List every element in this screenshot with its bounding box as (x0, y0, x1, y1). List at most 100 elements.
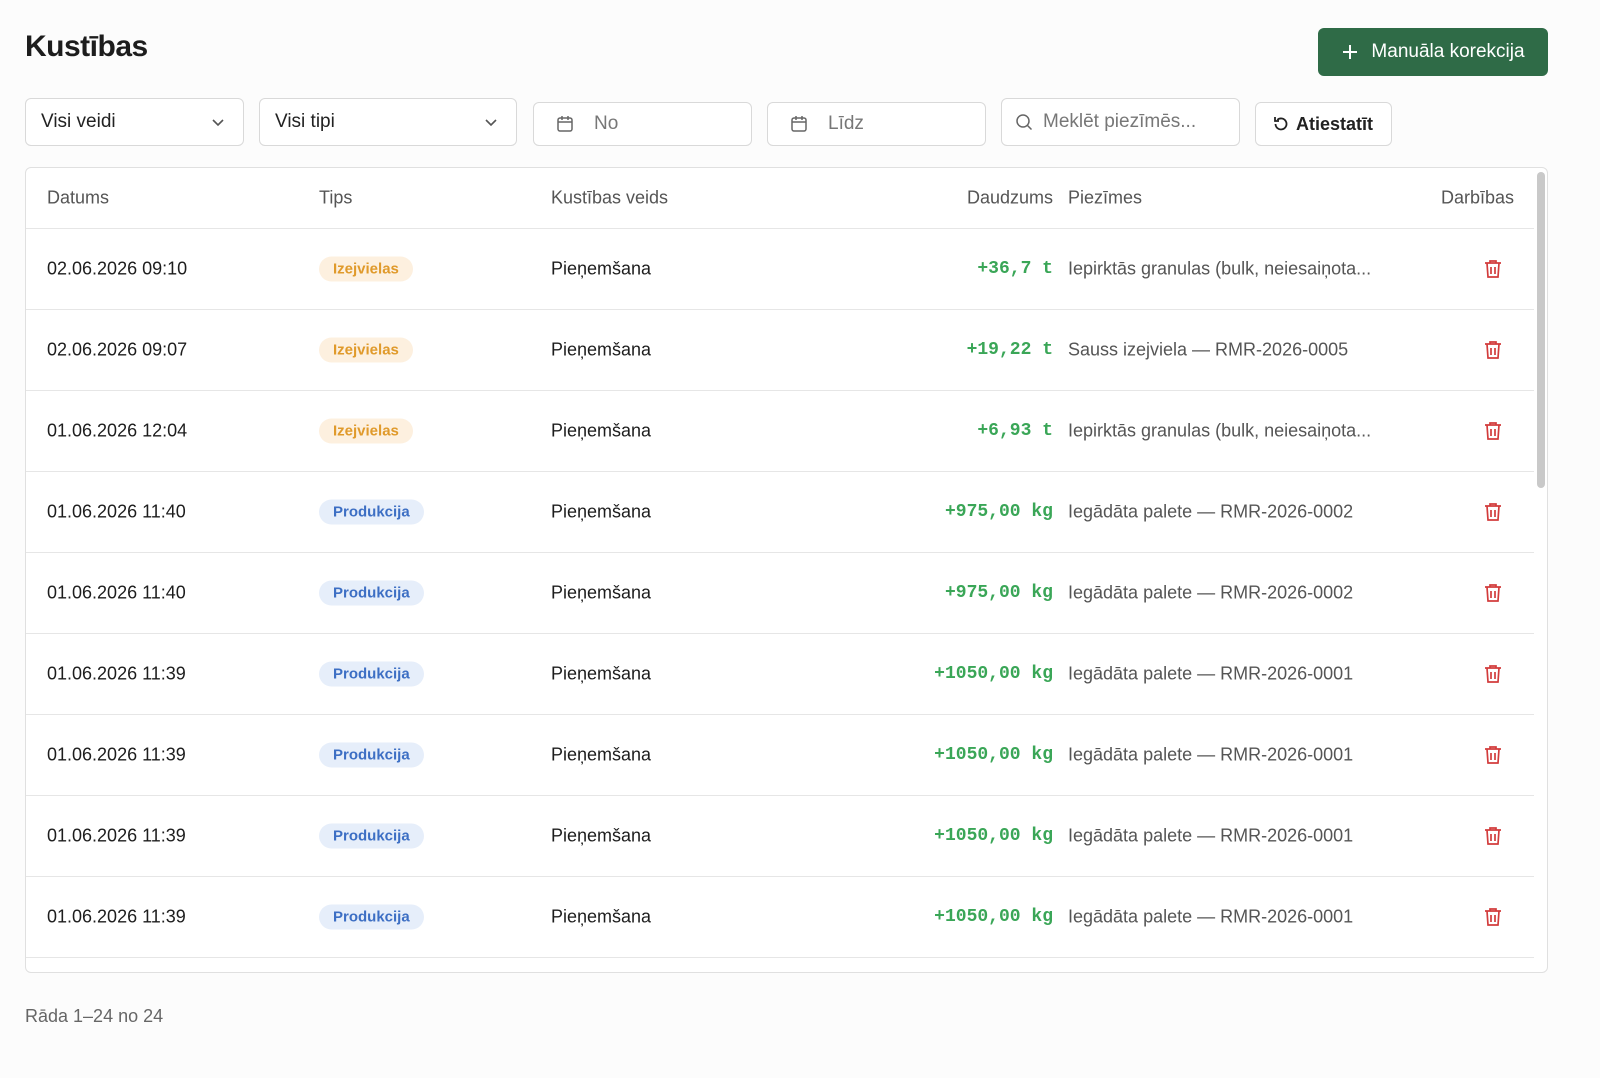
type-badge: Produkcija (319, 904, 424, 930)
type-badge: Produkcija (319, 661, 424, 687)
notes-cell: Iegādāta palete — RMR-2026-0001 (1068, 744, 1354, 765)
trash-icon (1485, 665, 1501, 683)
notes-cell: Iepirktās granulas (bulk, neiesaiņota... (1068, 258, 1372, 279)
column-header: Darbības (1440, 187, 1514, 208)
reset-icon (1274, 117, 1288, 131)
table-row: 01.06.2026 11:40 Produkcija Pieņemšana +975… (26, 553, 1534, 634)
movement-kind-cell: Pieņemšana (551, 339, 652, 360)
type-badge: Produkcija (319, 499, 424, 525)
chevron (212, 119, 224, 127)
kind-select[interactable]: Visi veidi (25, 98, 244, 146)
notes-cell: Iegādāta palete — RMR-2026-0002 (1068, 582, 1354, 603)
calendar-icon (557, 116, 573, 132)
search-icon (1016, 114, 1033, 131)
type-badge: Produkcija (319, 580, 424, 606)
quantity-cell: +19,22 t (966, 340, 1053, 360)
date-from[interactable]: No (533, 102, 752, 146)
movement-kind-cell: Pieņemšana (551, 744, 652, 765)
table-row: 01.06.2026 11:40 Produkcija Pieņemšana +975… (26, 472, 1534, 553)
type-select[interactable]: Visi tipi (259, 98, 517, 146)
date-cell: 01.06.2026 11:39 (47, 744, 186, 765)
trash-icon (1485, 341, 1501, 359)
quantity-cell: +975,00 kg (944, 502, 1053, 522)
date-cell: 01.06.2026 11:39 (47, 825, 186, 846)
table-card: Datums Tips Kustības veids Daudzums Piez… (25, 167, 1548, 973)
select-value: Visi tipi (275, 111, 335, 132)
delete-button[interactable] (1484, 907, 1502, 927)
quantity-cell: +1050,00 kg (934, 907, 1053, 927)
table-row: 01.06.2026 11:39 Produkcija Pieņemšana +105… (26, 796, 1534, 877)
type-badge: Izejvielas (319, 337, 413, 363)
trash-icon (1485, 422, 1501, 440)
placeholder: Līdz (828, 113, 864, 134)
type-badge: Izejvielas (319, 256, 413, 282)
trash-icon (1485, 827, 1501, 845)
date-cell: 01.06.2026 11:40 (47, 582, 186, 603)
delete-button[interactable] (1484, 340, 1502, 360)
reset-button[interactable]: Atiestatīt (1255, 102, 1392, 146)
trash-icon (1485, 260, 1501, 278)
column-header: Tips (319, 187, 353, 208)
notes-cell: Iegādāta palete — RMR-2026-0001 (1068, 906, 1354, 927)
date-cell: 02.06.2026 09:07 (47, 339, 188, 360)
page-title: Kustības (25, 30, 148, 63)
notes-cell: Sauss izejviela — RMR-2026-0005 (1068, 339, 1349, 360)
movement-kind-cell: Pieņemšana (551, 420, 652, 441)
search-input[interactable]: Meklēt piezīmēs... (1001, 98, 1240, 146)
trash-icon (1485, 746, 1501, 764)
trash-icon (1485, 584, 1501, 602)
date-cell: 02.06.2026 09:10 (47, 258, 188, 279)
type-badge: Produkcija (319, 742, 424, 768)
quantity-cell: +36,7 t (977, 259, 1053, 279)
movement-kind-cell: Pieņemšana (551, 501, 652, 522)
placeholder: No (594, 113, 619, 134)
quantity-cell: +1050,00 kg (934, 745, 1053, 765)
calendar-icon (791, 116, 807, 132)
delete-button[interactable] (1484, 421, 1502, 441)
button-label: Manuāla korekcija (1371, 41, 1525, 62)
table-row: 02.06.2026 09:07 Izejvielas Pieņemšana +19,… (26, 310, 1534, 391)
table-row: 01.06.2026 11:39 Produkcija Pieņemšana +105… (26, 877, 1534, 958)
select-value: Visi veidi (41, 111, 116, 132)
quantity-cell: +6,93 t (977, 421, 1053, 441)
movement-kind-cell: Pieņemšana (551, 258, 652, 279)
pagination-info: Rāda 1–24 no 24 (25, 1006, 164, 1026)
column-header: Datums (47, 187, 110, 208)
delete-button[interactable] (1484, 583, 1502, 603)
chevron (485, 119, 497, 127)
manual-correction-button[interactable]: Manuāla korekcija (1318, 28, 1548, 76)
table-row: 02.06.2026 09:10 Izejvielas Pieņemšana +36,… (26, 229, 1534, 310)
type-badge: Izejvielas (319, 418, 413, 444)
delete-button[interactable] (1484, 826, 1502, 846)
notes-cell: Iegādāta palete — RMR-2026-0002 (1068, 501, 1354, 522)
date-to[interactable]: Līdz (767, 102, 986, 146)
column-header: Piezīmes (1068, 187, 1143, 208)
movement-kind-cell: Pieņemšana (551, 825, 652, 846)
movement-kind-cell: Pieņemšana (551, 582, 652, 603)
delete-button[interactable] (1484, 502, 1502, 522)
quantity-cell: +975,00 kg (944, 583, 1053, 603)
delete-button[interactable] (1484, 664, 1502, 684)
movement-kind-cell: Pieņemšana (551, 906, 652, 927)
quantity-cell: +1050,00 kg (934, 826, 1053, 846)
notes-cell: Iepirktās granulas (bulk, neiesaiņota... (1068, 420, 1372, 441)
date-cell: 01.06.2026 11:40 (47, 501, 186, 522)
quantity-cell: +1050,00 kg (934, 664, 1053, 684)
date-cell: 01.06.2026 12:04 (47, 420, 188, 441)
table-row: 01.06.2026 11:39 Produkcija Pieņemšana +105… (26, 715, 1534, 796)
plus-icon (1343, 45, 1358, 59)
placeholder: Meklēt piezīmēs... (1043, 111, 1197, 132)
trash-icon (1485, 908, 1501, 926)
scrollbar (1537, 172, 1545, 488)
delete-button[interactable] (1484, 259, 1502, 279)
column-header: Kustības veids (551, 187, 669, 208)
trash-icon (1485, 503, 1501, 521)
date-cell: 01.06.2026 11:39 (47, 906, 186, 927)
table-row: 01.06.2026 12:04 Izejvielas Pieņemšana +6,9… (26, 391, 1534, 472)
notes-cell: Iegādāta palete — RMR-2026-0001 (1068, 825, 1354, 846)
notes-cell: Iegādāta palete — RMR-2026-0001 (1068, 663, 1354, 684)
delete-button[interactable] (1484, 745, 1502, 765)
table-row: 01.06.2026 11:39 Produkcija Pieņemšana +105… (26, 634, 1534, 715)
